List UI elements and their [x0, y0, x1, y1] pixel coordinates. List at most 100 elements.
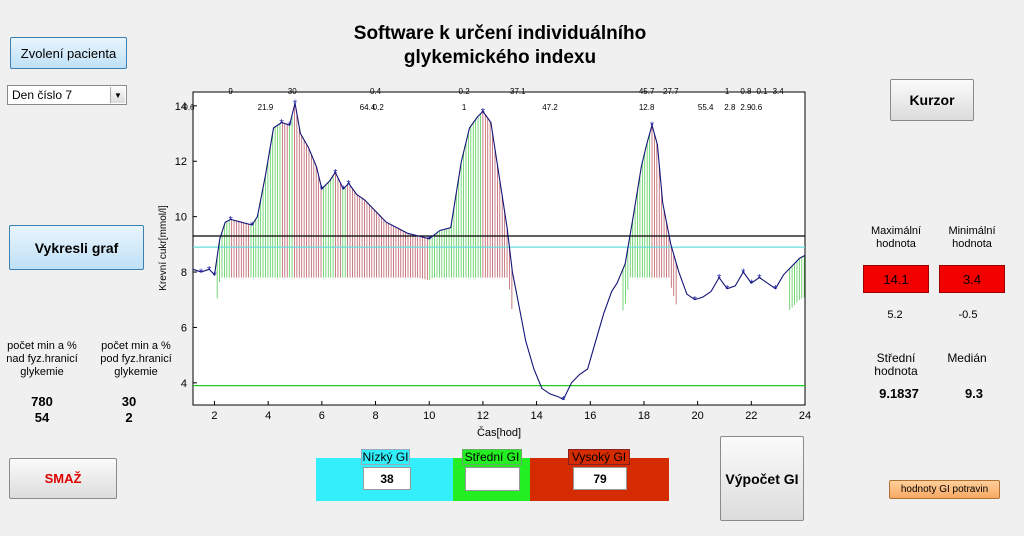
title-line2: glykemického indexu	[403, 47, 597, 68]
x-tick-label: 6	[319, 410, 325, 422]
below-limit-minutes: 30	[121, 394, 137, 409]
extremum-marker: *	[250, 220, 255, 232]
extremum-marker: *	[293, 98, 298, 110]
high-gi-value: 79	[573, 467, 627, 490]
compute-gi-button[interactable]: Výpočet GI	[720, 436, 804, 521]
above-limit-minutes: 780	[31, 394, 53, 409]
extremum-marker: *	[749, 278, 754, 290]
top-annotation: 1	[462, 103, 467, 112]
select-patient-button[interactable]: Zvolení pacienta	[10, 37, 127, 69]
top-annotation: 0.2	[373, 103, 385, 112]
extremum-marker: *	[725, 284, 730, 296]
extremum-marker: *	[347, 178, 352, 190]
low-gi-label: Nízký GI	[361, 449, 410, 465]
x-tick-label: 12	[477, 410, 489, 422]
top-annotation: 27.7	[663, 87, 679, 96]
y-tick-label: 12	[175, 156, 187, 168]
top-annotation: 0.1	[756, 87, 768, 96]
draw-graph-button[interactable]: Vykresli graf	[9, 225, 144, 270]
glucose-series-line	[192, 102, 806, 401]
x-tick-label: 22	[745, 410, 757, 422]
top-annotation: 1	[725, 87, 730, 96]
extremum-marker: *	[693, 295, 698, 307]
title-line1: Software k určení individuálního	[353, 23, 647, 44]
day-select-value: Den číslo 7	[12, 88, 73, 102]
top-annotation: 9	[228, 87, 233, 96]
top-annotation: 0.6	[751, 103, 763, 112]
x-tick-label: 2	[211, 410, 217, 422]
extremum-marker: *	[207, 264, 212, 276]
high-gi-label: Vysoký GI	[568, 449, 630, 465]
y-tick-label: 4	[181, 378, 187, 390]
top-annotation: 37.1	[510, 87, 526, 96]
extremum-marker: *	[287, 120, 292, 132]
y-tick-label: 10	[175, 212, 187, 224]
extremum-marker: *	[481, 106, 486, 118]
x-tick-label: 18	[638, 410, 650, 422]
chevron-down-icon[interactable]: ▼	[110, 87, 125, 103]
x-tick-label: 20	[692, 410, 704, 422]
extremum-marker: *	[427, 234, 432, 246]
plot-area	[192, 91, 806, 406]
extremum-marker: *	[561, 394, 566, 406]
x-tick-label: 24	[799, 410, 811, 422]
x-tick-label: 4	[265, 410, 271, 422]
y-tick-label: 6	[181, 322, 187, 334]
x-tick-label: 16	[584, 410, 596, 422]
extremum-marker: *	[320, 184, 325, 196]
extremum-marker: *	[228, 214, 233, 226]
delete-button[interactable]: SMAŽ	[9, 458, 117, 499]
y-axis-label: Krevní cukr[mmol/l]	[158, 205, 169, 291]
x-tick-label: 14	[530, 410, 542, 422]
below-limit-label: počet min a % pod fyz.hranicí glykemie	[100, 340, 172, 378]
extremum-marker: *	[341, 184, 346, 196]
extremum-marker: *	[199, 267, 204, 279]
top-annotation: 47.2	[542, 103, 558, 112]
max-value-label: Maximální hodnota	[870, 225, 922, 250]
delete-label: SMAŽ	[44, 471, 82, 486]
min-value: 3.4	[962, 271, 982, 287]
extremum-marker: *	[212, 270, 217, 282]
y-tick-label: 8	[181, 267, 187, 279]
cursor-label: Kurzor	[909, 92, 955, 108]
top-annotation: 55.4	[698, 103, 714, 112]
top-annotation: 30	[288, 87, 297, 96]
top-annotation: -0.6	[181, 103, 195, 112]
median-value: 9.3	[964, 386, 984, 401]
app-title: Software k určení individuálního glykemi…	[300, 22, 700, 70]
x-tick-label: 8	[372, 410, 378, 422]
top-annotation: 3.4	[773, 87, 785, 96]
min-sub-value: -0.5	[958, 309, 978, 321]
min-value-box: 3.4	[939, 265, 1005, 293]
top-annotation: 0.8	[740, 87, 752, 96]
y-tick-label: 14	[175, 101, 187, 113]
day-select[interactable]: Den číslo 7 ▼	[7, 85, 127, 105]
median-label: Medián	[947, 351, 987, 365]
top-annotation: 0.2	[459, 87, 471, 96]
extremum-marker: *	[279, 117, 284, 129]
top-annotation: 0.4	[370, 87, 382, 96]
compute-gi-label: Výpočet GI	[725, 470, 799, 487]
cursor-button[interactable]: Kurzor	[890, 79, 974, 121]
top-annotation: 2.8	[724, 103, 736, 112]
extremum-marker: *	[333, 167, 338, 179]
food-gi-values-label: hodnoty GI potravin	[900, 484, 989, 495]
select-patient-label: Zvolení pacienta	[20, 45, 117, 61]
mean-label: Střední hodnota	[874, 351, 918, 378]
extremum-marker: *	[717, 273, 722, 285]
low-gi-value: 38	[363, 467, 411, 490]
draw-graph-label: Vykresli graf	[34, 239, 119, 256]
mean-value: 9.1837	[879, 386, 919, 401]
mid-gi-value	[465, 467, 520, 491]
top-annotation: 12.8	[639, 103, 655, 112]
below-limit-percent: 2	[125, 410, 133, 425]
max-sub-value: 5.2	[887, 309, 903, 321]
extremum-marker: *	[741, 267, 746, 279]
top-annotation: 64.4	[360, 103, 376, 112]
extremum-marker: *	[773, 284, 778, 296]
glucose-chart: * * ** ** ***** ********** ** 2 4 6 8 10 12 14 16 18 20…	[158, 87, 811, 439]
top-annotation: 21.9	[258, 103, 274, 112]
food-gi-values-button[interactable]: hodnoty GI potravin	[889, 480, 1000, 499]
above-limit-percent: 54	[34, 410, 50, 425]
extremum-marker: *	[650, 120, 655, 132]
